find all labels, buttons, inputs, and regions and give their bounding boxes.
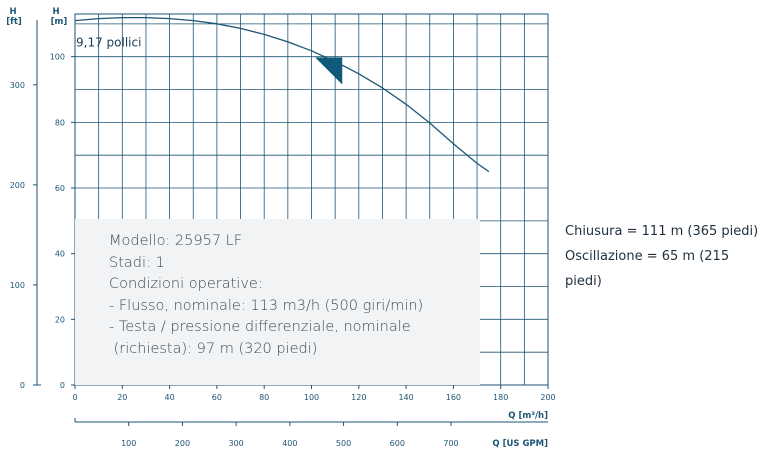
x-axis-label: Q [m³/h] [508, 411, 548, 421]
info-required: (richiesta): 97 m (320 piedi) [109, 340, 318, 357]
operating-point-marker [315, 57, 343, 85]
x-tick-label: 160 [446, 393, 461, 402]
x-tick-label: 0 [72, 393, 77, 402]
x-tick-label: 100 [304, 393, 319, 402]
x-tick-label: 200 [540, 393, 555, 402]
shutoff-note: Chiusura = 111 m (365 piedi) [565, 224, 759, 239]
info-stages: Stadi: 1 [109, 254, 165, 271]
curve-label: 9,17 pollici [76, 36, 141, 50]
y-tick-label: 100 [50, 53, 65, 62]
y-tick-label: 80 [55, 118, 65, 127]
info-head: - Testa / pressione differenziale, nomin… [109, 319, 411, 335]
side-notes: Chiusura = 111 m (365 piedi) Oscillazion… [565, 219, 769, 294]
y2-axis-label: H [9, 7, 16, 17]
x2-tick-label: 600 [390, 439, 405, 448]
y2-tick-label: 100 [10, 281, 25, 290]
info-conditions: Condizioni operative: [109, 276, 263, 292]
info-text: Modello: 25957 LF Stadi: 1 Condizioni op… [109, 231, 423, 360]
x2-tick-label: 500 [336, 439, 351, 448]
info-box [75, 219, 480, 385]
x2-tick-label: 400 [282, 439, 297, 448]
y2-axis-unit: [ft] [6, 17, 22, 27]
x-tick-label: 140 [398, 393, 413, 402]
series-layer [74, 16, 490, 173]
x-tick-label: 80 [259, 393, 269, 402]
y-tick-label: 20 [55, 315, 65, 324]
y2-tick-label: 200 [10, 181, 25, 190]
x-tick-label: 120 [351, 393, 366, 402]
y2-tick-label: 300 [10, 81, 25, 90]
pump-curve-line [74, 16, 490, 173]
x-tick-label: 180 [493, 393, 508, 402]
x2-tick-label: 300 [229, 439, 244, 448]
y-tick-label: 60 [55, 184, 65, 193]
y-tick-label: 0 [60, 381, 65, 390]
x-tick-label: 60 [212, 393, 222, 402]
x2-tick-label: 100 [121, 439, 136, 448]
x2-tick-label: 700 [443, 439, 458, 448]
info-model: Modello: 25957 LF [109, 233, 243, 249]
y-axis-label: H [52, 7, 59, 17]
x-tick-label: 40 [165, 393, 175, 402]
x-tick-label: 20 [117, 393, 127, 402]
axes-layer [33, 20, 549, 426]
y-axis-unit: [m] [51, 17, 68, 27]
y-tick-label: 40 [55, 250, 65, 259]
info-flow: - Flusso, nominale: 113 m3/h (500 giri/m… [109, 297, 424, 314]
x2-tick-label: 200 [175, 439, 190, 448]
x2-axis-label: Q [US GPM] [492, 439, 548, 449]
y2-tick-label: 0 [20, 381, 25, 390]
oscillation-note: Oscillazione = 65 m (215 piedi) [565, 249, 730, 289]
